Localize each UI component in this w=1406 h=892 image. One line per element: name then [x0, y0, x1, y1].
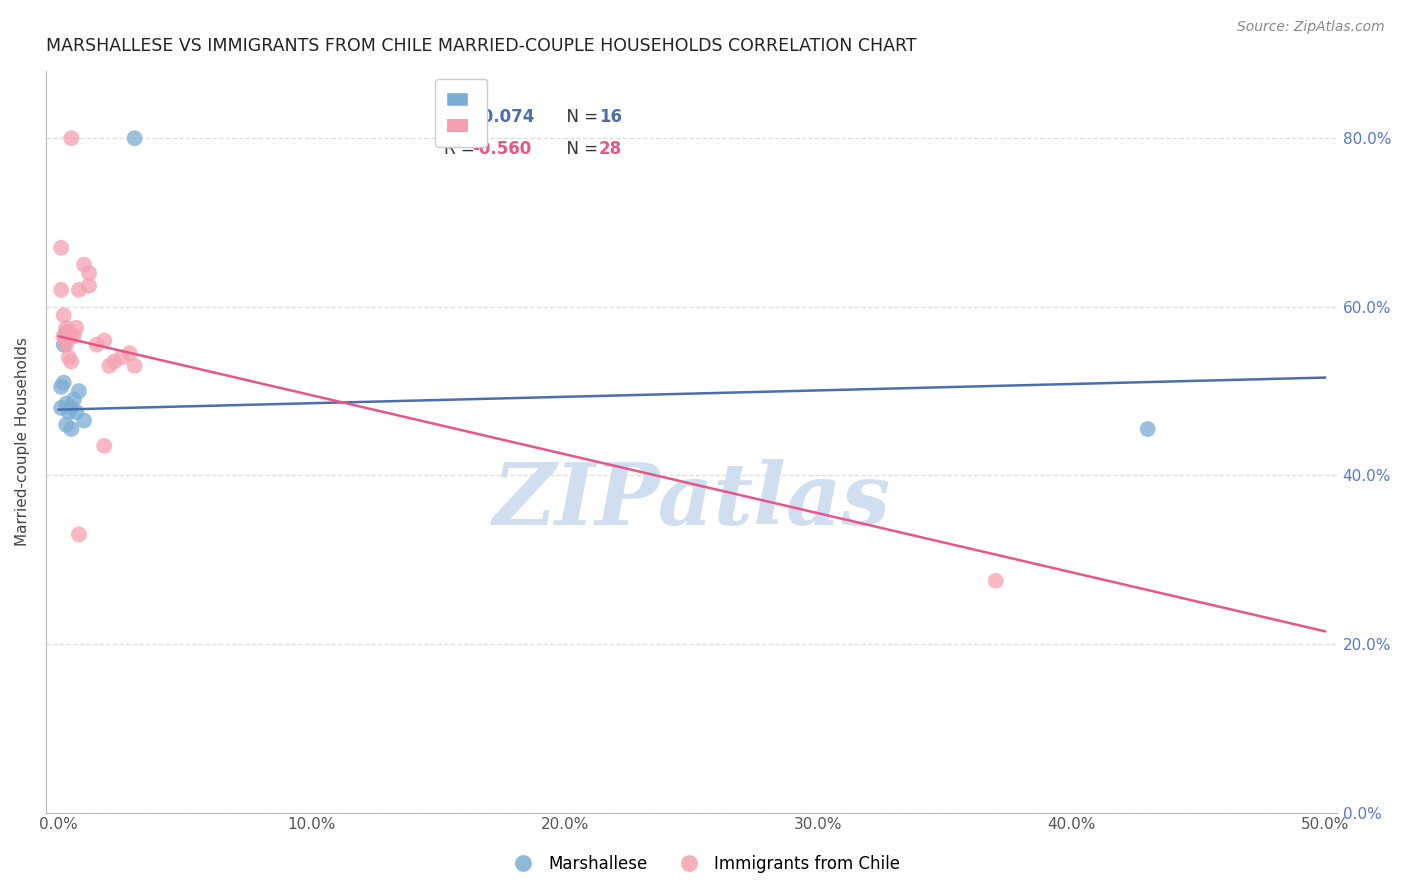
Point — [55, 321, 77, 335]
Point — [77, 266, 100, 280]
Point — [65, 405, 87, 419]
Point — [51, 380, 73, 394]
Text: R =: R = — [444, 140, 479, 158]
Point — [58, 325, 80, 339]
Point — [52, 376, 75, 390]
Legend: , : , — [436, 79, 486, 147]
Point — [86, 337, 108, 351]
Point — [67, 527, 90, 541]
Point — [124, 359, 146, 373]
Text: -0.560: -0.560 — [472, 140, 531, 158]
Point — [118, 346, 141, 360]
Point — [1136, 422, 1159, 436]
Point — [60, 329, 83, 343]
Point — [93, 334, 115, 348]
Point — [58, 351, 80, 365]
Point — [51, 401, 73, 415]
Text: MARSHALLESE VS IMMIGRANTS FROM CHILE MARRIED-COUPLE HOUSEHOLDS CORRELATION CHART: MARSHALLESE VS IMMIGRANTS FROM CHILE MAR… — [46, 37, 917, 55]
Point — [67, 384, 90, 398]
Point — [51, 241, 73, 255]
Text: ZIPatlas: ZIPatlas — [492, 459, 891, 542]
Point — [73, 258, 96, 272]
Text: Source: ZipAtlas.com: Source: ZipAtlas.com — [1237, 20, 1385, 34]
Point — [60, 401, 83, 415]
Point — [73, 413, 96, 427]
Point — [124, 131, 146, 145]
Point — [52, 329, 75, 343]
Point — [984, 574, 1007, 588]
Point — [52, 337, 75, 351]
Point — [52, 308, 75, 322]
Point — [98, 359, 121, 373]
Point — [67, 283, 90, 297]
Point — [55, 334, 77, 348]
Text: 28: 28 — [599, 140, 621, 158]
Point — [93, 439, 115, 453]
Point — [55, 325, 77, 339]
Point — [58, 405, 80, 419]
Legend: Marshallese, Immigrants from Chile: Marshallese, Immigrants from Chile — [499, 848, 907, 880]
Point — [63, 329, 86, 343]
Text: N =: N = — [557, 108, 603, 126]
Text: N =: N = — [557, 140, 603, 158]
Point — [60, 131, 83, 145]
Point — [55, 337, 77, 351]
Point — [103, 354, 125, 368]
Point — [60, 422, 83, 436]
Point — [111, 351, 134, 365]
Text: 0.074: 0.074 — [477, 108, 534, 126]
Text: R =: R = — [444, 108, 479, 126]
Point — [65, 321, 87, 335]
Point — [55, 397, 77, 411]
Y-axis label: Married-couple Households: Married-couple Households — [15, 337, 30, 546]
Point — [60, 354, 83, 368]
Point — [63, 392, 86, 407]
Point — [77, 278, 100, 293]
Point — [51, 283, 73, 297]
Text: 16: 16 — [599, 108, 621, 126]
Point — [55, 417, 77, 432]
